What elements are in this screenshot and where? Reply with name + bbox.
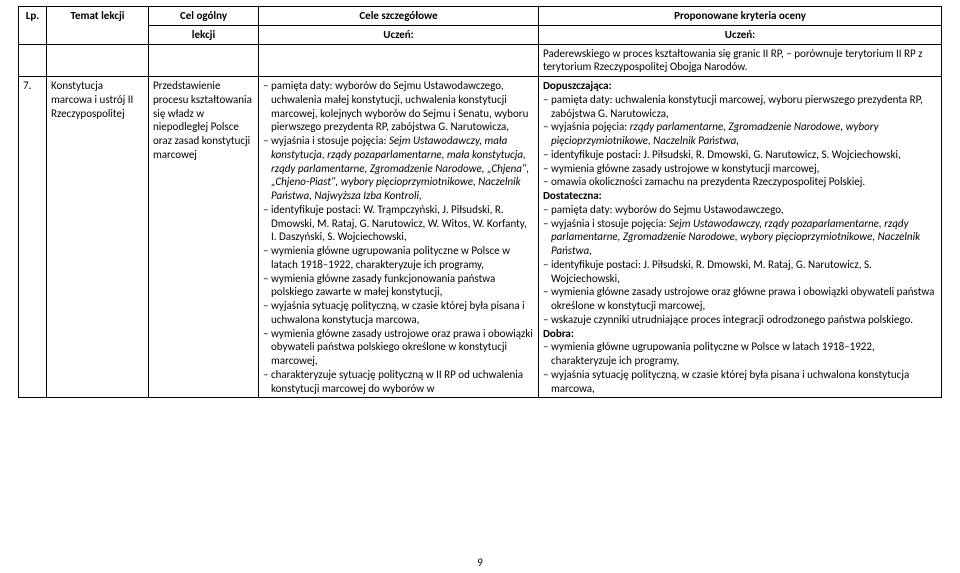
list-item: – charakteryzuje sytuację polityczną w I… (263, 368, 534, 396)
list-item: – wyjaśnia sytuację polityczną, w czasie… (543, 368, 937, 396)
cell-7-temat: Konstytucja marcowa i ustrój II Rzeczypo… (47, 77, 149, 398)
th-kryt-top: Proponowane kryteria oceny (539, 7, 942, 26)
list-item: Dostateczna: (543, 189, 937, 203)
list-item: – omawia okoliczności zamachu na prezyde… (543, 175, 937, 189)
curriculum-table: Lp. Temat lekcji Cel ogólny Cele szczegó… (18, 6, 942, 398)
list-item: – wyjaśnia i stosuje pojęcia: Sejm Ustaw… (263, 134, 534, 203)
list-item: – identyfikuje postaci: W. Trąmpczyński,… (263, 203, 534, 244)
table-row-prev: Paderewskiego w proces kształtowania się… (19, 44, 942, 77)
cell-prev-temat (47, 44, 149, 77)
cell-7-lp: 7. (19, 77, 47, 398)
list-item: – identyfikuje postaci: J. Piłsudski, R.… (543, 258, 937, 286)
cell-7-cel: Przedstawienie procesu kształtowania się… (149, 77, 259, 398)
page-number: 9 (0, 556, 960, 569)
th-kryt-bottom: Uczeń: (539, 25, 942, 44)
list-item: – wyjaśnia pojęcia: rządy parlamentarne,… (543, 120, 937, 148)
th-cel-bottom: lekcji (149, 25, 259, 44)
cell-prev-lp (19, 44, 47, 77)
list-item: – pamięta daty: wyborów do Sejmu Ustawod… (263, 79, 534, 134)
th-temat: Temat lekcji (47, 7, 149, 45)
cell-7-cele: – pamięta daty: wyborów do Sejmu Ustawod… (259, 77, 539, 398)
prev-kryt-text: Paderewskiego w proces kształtowania się… (543, 47, 937, 75)
list-item: – wyjaśnia sytuację polityczną, w czasie… (263, 299, 534, 327)
list-item: – wymienia główne zasady ustrojowe oraz … (263, 327, 534, 368)
th-lp: Lp. (19, 7, 47, 45)
cell-7-kryt: Dopuszczająca:– pamięta daty: uchwalenia… (539, 77, 942, 398)
list-item: Dopuszczająca: (543, 79, 937, 93)
header-row-2: lekcji Uczeń: Uczeń: (19, 25, 942, 44)
list-item: Dobra: (543, 327, 937, 341)
page: Lp. Temat lekcji Cel ogólny Cele szczegó… (0, 0, 960, 573)
table-row-7: 7. Konstytucja marcowa i ustrój II Rzecz… (19, 77, 942, 398)
list-item: – wyjaśnia i stosuje pojęcia: Sejm Ustaw… (543, 217, 937, 258)
list-item: – wymienia główne zasady ustrojowe oraz … (543, 285, 937, 313)
th-cele-bottom: Uczeń: (259, 25, 539, 44)
list-item: – wskazuje czynniki utrudniające proces … (543, 313, 937, 327)
list-item: – identyfikuje postaci: J. Piłsudski, R.… (543, 148, 937, 162)
cell-prev-cel (149, 44, 259, 77)
list-item: – pamięta daty: uchwalenia konstytucji m… (543, 93, 937, 121)
kryteria-list: Dopuszczająca:– pamięta daty: uchwalenia… (543, 79, 937, 395)
cell-prev-cele (259, 44, 539, 77)
th-cel-top: Cel ogólny (149, 7, 259, 26)
list-item: – wymienia główne zasady ustrojowe w kon… (543, 162, 937, 176)
list-item: – wymienia główne ugrupowania polityczne… (263, 244, 534, 272)
th-cele-top: Cele szczegółowe (259, 7, 539, 26)
header-row-1: Lp. Temat lekcji Cel ogólny Cele szczegó… (19, 7, 942, 26)
list-item: – wymienia główne ugrupowania polityczne… (543, 340, 937, 368)
list-item: – pamięta daty: wyborów do Sejmu Ustawod… (543, 203, 937, 217)
cele-list: – pamięta daty: wyborów do Sejmu Ustawod… (263, 79, 534, 395)
cell-prev-kryt: Paderewskiego w proces kształtowania się… (539, 44, 942, 77)
list-item: – wymienia główne zasady funkcjonowania … (263, 272, 534, 300)
